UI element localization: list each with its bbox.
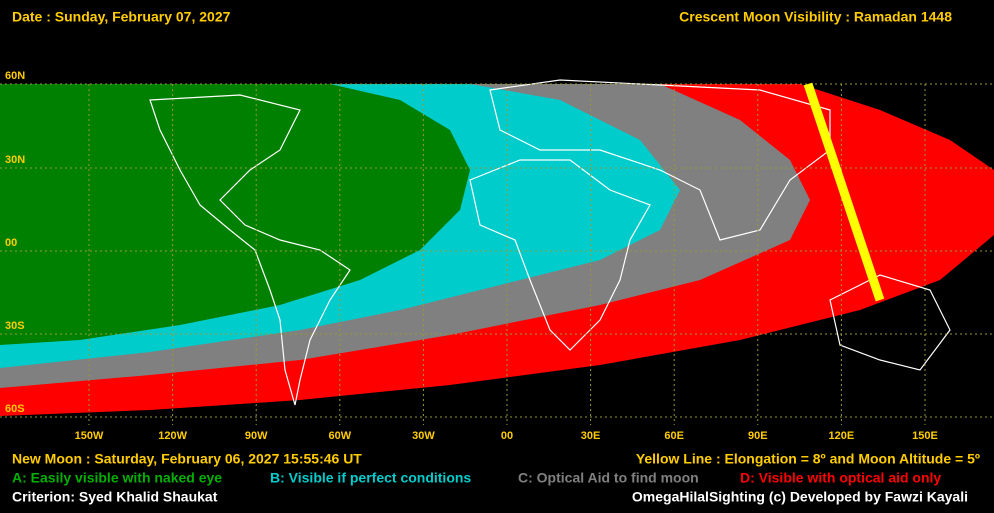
credit: OmegaHilalSighting (c) Developed by Fawz… xyxy=(632,489,968,505)
latitude-label: 30S xyxy=(5,320,25,332)
graticule: 60N 30N 00 30S 60S 150W 120W 90W 60W 30W 00 30E 60E 9… xyxy=(0,70,994,442)
latitude-label: 30N xyxy=(5,154,25,166)
new-moon: New Moon : Saturday, February 06, 2027 1… xyxy=(12,451,362,467)
yellow-line xyxy=(803,82,885,302)
longitude-label: 120W xyxy=(158,430,187,442)
latitude-label: 60N xyxy=(5,70,25,82)
longitude-label: 60E xyxy=(664,430,684,442)
legend-entry: D: Visible with optical aid only xyxy=(740,470,941,486)
eurasia-outline xyxy=(489,79,831,241)
criterion: Criterion: Syed Khalid Shaukat xyxy=(12,489,218,505)
yellow-line-note: Yellow Line : Elongation = 8º and Moon A… xyxy=(636,451,980,467)
longitude-label: 150E xyxy=(912,430,938,442)
legend-entry: A: Easily visible with naked eye xyxy=(12,470,222,486)
longitude-label: 150W xyxy=(75,430,104,442)
legend-entry: C: Optical Aid to find moon xyxy=(518,470,699,486)
latitude-label: 60S xyxy=(5,403,25,415)
longitude-label: 30W xyxy=(412,430,435,442)
longitude-label: 90W xyxy=(245,430,268,442)
legend-entry: B: Visible if perfect conditions xyxy=(270,470,471,486)
longitude-label: 60W xyxy=(328,430,351,442)
longitude-label: 30E xyxy=(581,430,601,442)
australia-outline xyxy=(829,274,951,371)
date: Date : Sunday, February 07, 2027 xyxy=(12,9,231,25)
coastlines xyxy=(149,79,951,406)
longitude-label: 120E xyxy=(829,430,855,442)
longitude-label: 90E xyxy=(748,430,768,442)
latitude-label: 00 xyxy=(5,237,17,249)
map-title: Crescent Moon Visibility : Ramadan 1448 xyxy=(679,9,952,25)
africa-outline xyxy=(469,159,651,351)
americas-outline xyxy=(149,94,351,406)
longitude-label: 00 xyxy=(501,430,513,442)
